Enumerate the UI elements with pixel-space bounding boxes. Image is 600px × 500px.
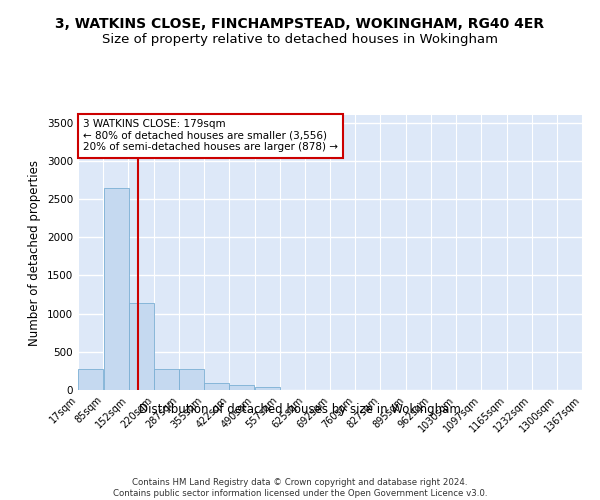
Bar <box>154 368 179 390</box>
Text: 3 WATKINS CLOSE: 179sqm
← 80% of detached houses are smaller (3,556)
20% of semi: 3 WATKINS CLOSE: 179sqm ← 80% of detache… <box>83 119 338 152</box>
Bar <box>229 386 254 390</box>
Y-axis label: Number of detached properties: Number of detached properties <box>28 160 41 346</box>
Text: Distribution of detached houses by size in Wokingham: Distribution of detached houses by size … <box>139 402 461 415</box>
Text: 3, WATKINS CLOSE, FINCHAMPSTEAD, WOKINGHAM, RG40 4ER: 3, WATKINS CLOSE, FINCHAMPSTEAD, WOKINGH… <box>55 18 545 32</box>
Bar <box>179 368 204 390</box>
Bar <box>255 387 280 390</box>
Bar <box>205 383 229 390</box>
Bar <box>78 370 103 390</box>
Bar <box>104 188 128 390</box>
Bar <box>128 303 154 390</box>
Text: Contains HM Land Registry data © Crown copyright and database right 2024.
Contai: Contains HM Land Registry data © Crown c… <box>113 478 487 498</box>
Text: Size of property relative to detached houses in Wokingham: Size of property relative to detached ho… <box>102 32 498 46</box>
